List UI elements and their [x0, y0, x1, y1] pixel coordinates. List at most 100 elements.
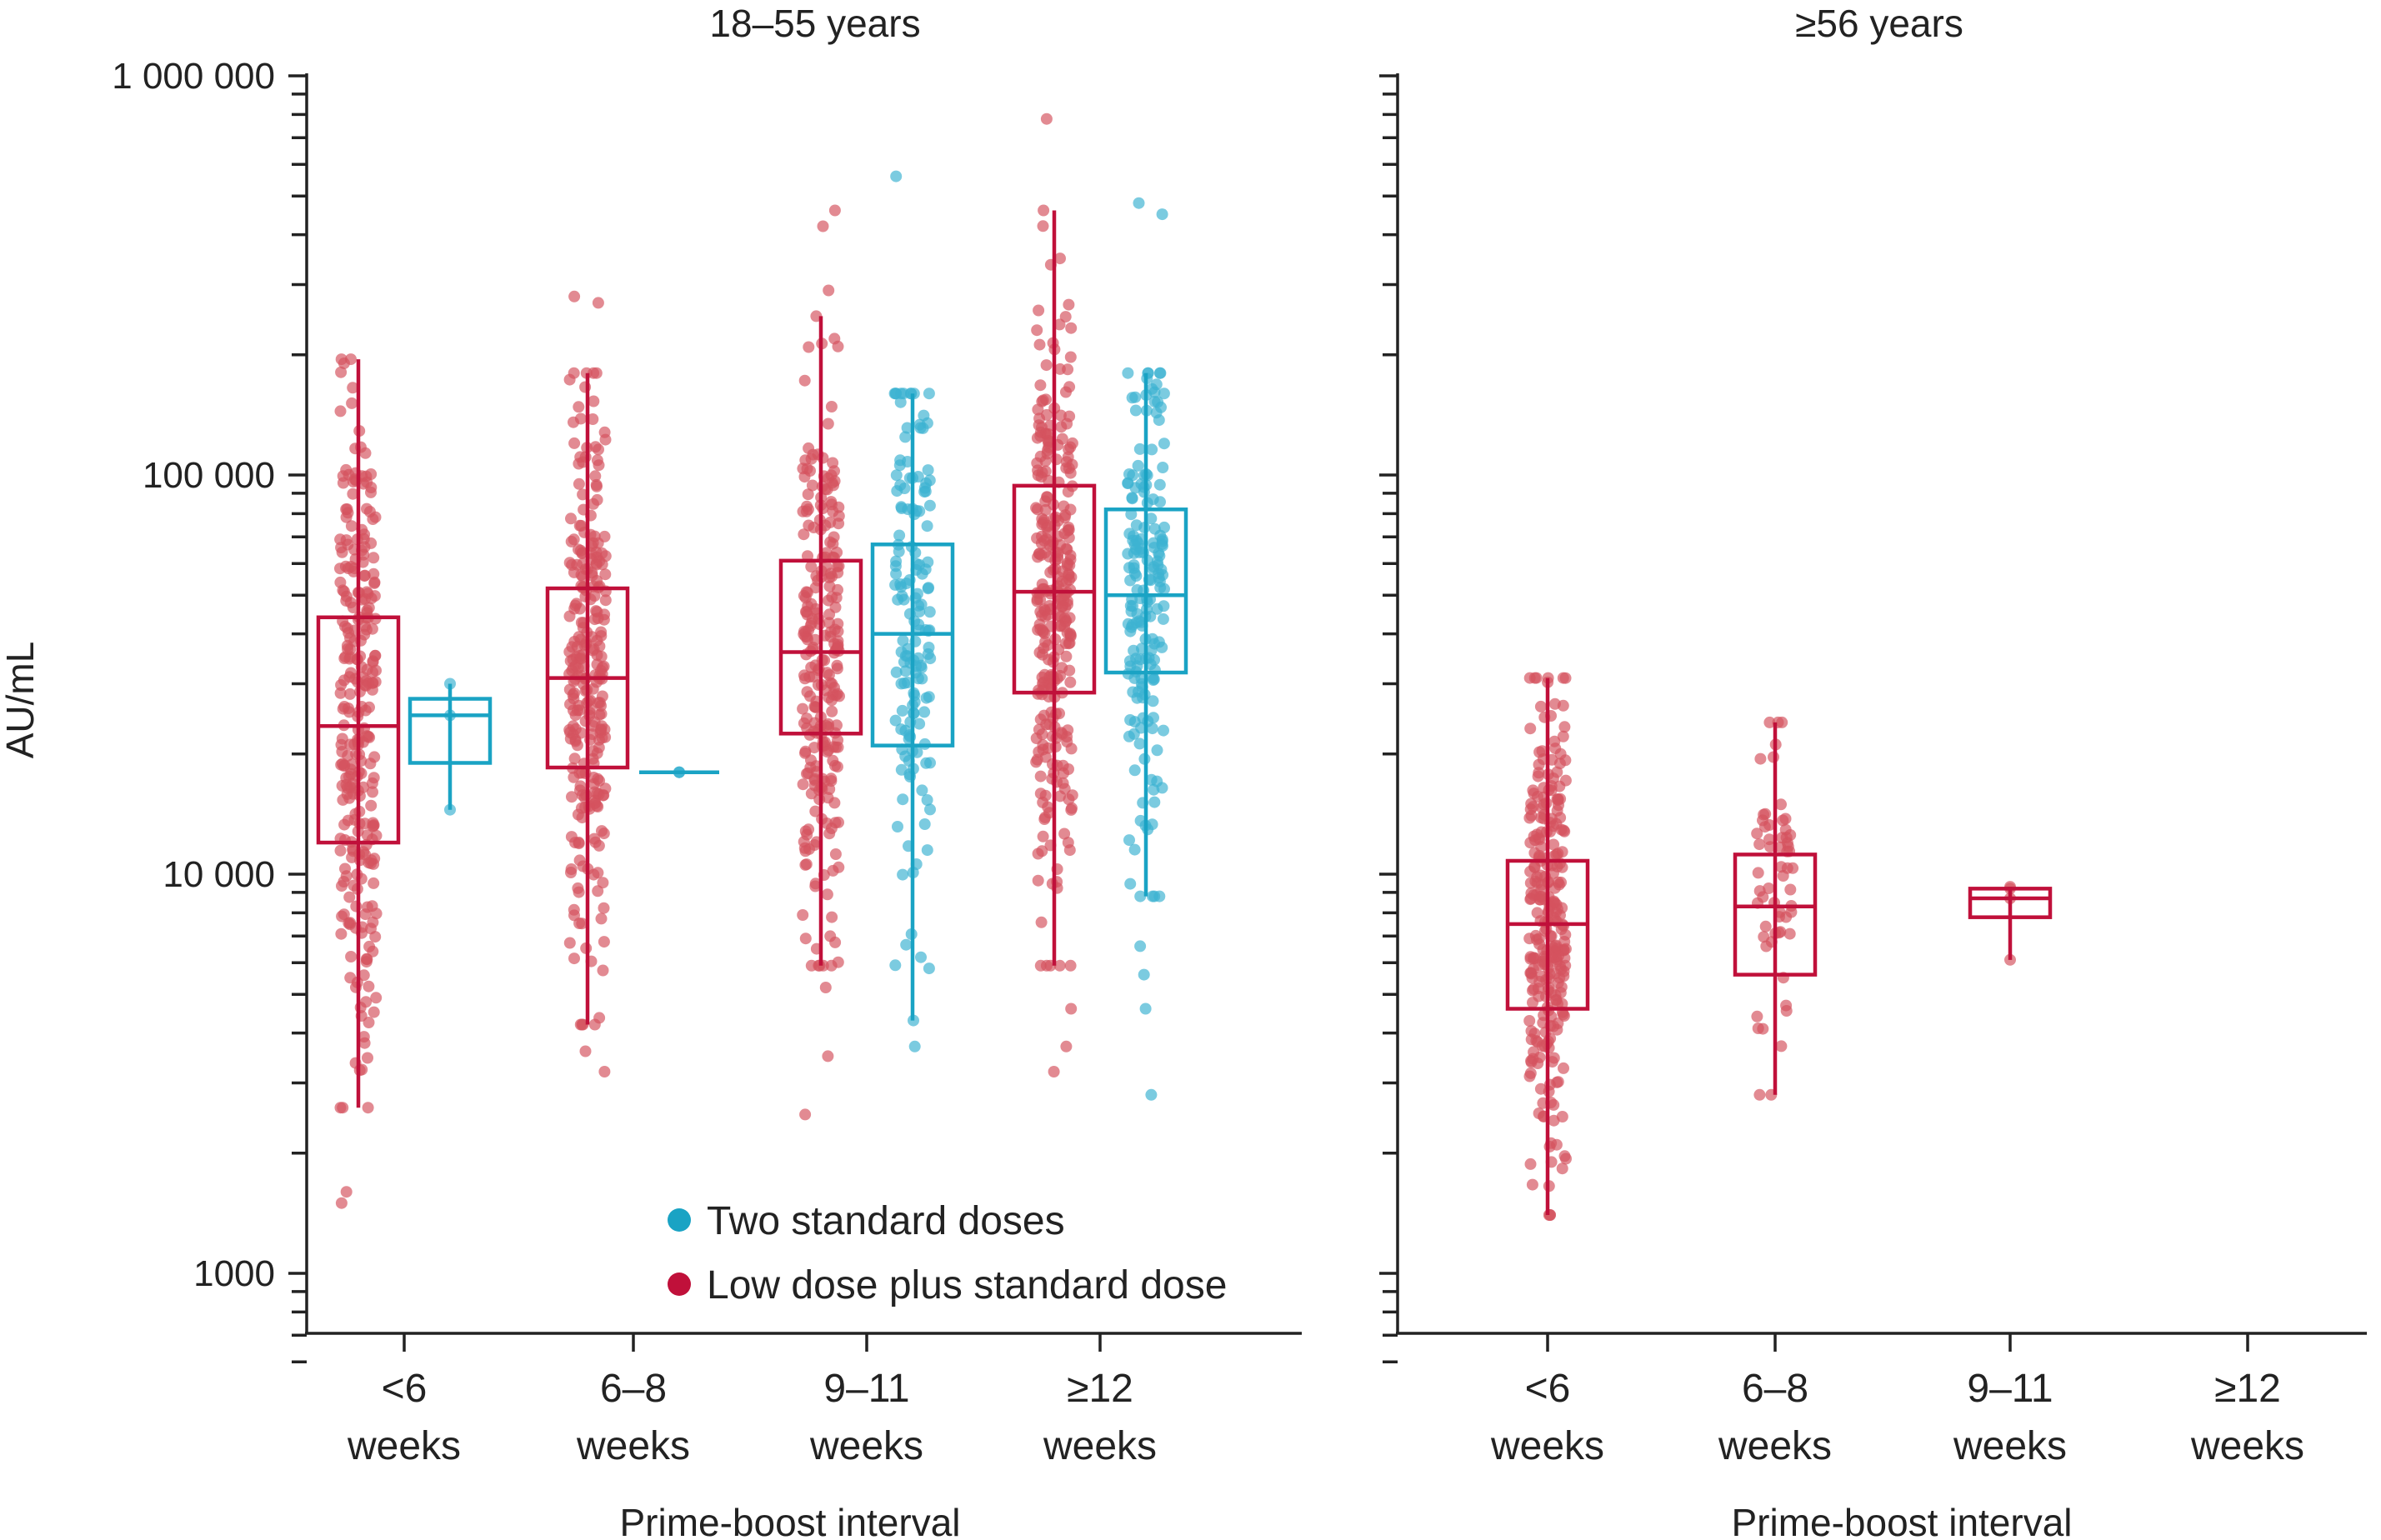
data-point — [576, 918, 588, 930]
data-point — [335, 738, 348, 751]
data-point — [1154, 496, 1166, 508]
data-point — [368, 877, 380, 889]
data-point — [1043, 437, 1055, 449]
data-point — [822, 1050, 834, 1062]
data-point — [1559, 672, 1572, 684]
data-point — [833, 510, 845, 522]
data-point — [361, 829, 373, 842]
data-point — [591, 799, 603, 812]
data-point — [1030, 756, 1043, 768]
data-point — [1033, 304, 1045, 317]
data-point — [337, 1102, 349, 1114]
box-group — [639, 766, 719, 778]
data-point — [1033, 338, 1046, 351]
box-iqr — [1733, 852, 1818, 977]
data-point — [799, 1108, 812, 1121]
data-point — [908, 1014, 919, 1027]
data-point — [1038, 547, 1051, 559]
data-point — [799, 932, 812, 945]
data-point — [1034, 379, 1047, 392]
data-point — [806, 479, 818, 492]
data-point — [832, 635, 844, 648]
data-point — [918, 706, 931, 718]
data-point — [1041, 448, 1053, 460]
data-point — [809, 805, 822, 818]
data-point — [1553, 799, 1564, 812]
data-point — [1158, 521, 1170, 533]
data-point — [808, 742, 821, 754]
data-point — [1558, 1062, 1569, 1074]
data-point — [344, 597, 357, 609]
data-point — [892, 593, 904, 606]
data-point — [797, 462, 809, 475]
data-point — [1558, 1010, 1570, 1022]
data-point — [900, 938, 913, 951]
data-point — [1757, 814, 1768, 827]
data-point — [572, 882, 584, 894]
data-point — [912, 471, 924, 482]
data-point — [801, 768, 813, 780]
data-point — [1128, 716, 1141, 728]
data-point — [598, 936, 610, 948]
data-point — [566, 791, 578, 803]
data-point — [923, 582, 935, 594]
data-point — [1131, 584, 1143, 596]
data-point — [1138, 968, 1150, 981]
data-point — [1148, 673, 1160, 686]
data-point — [358, 628, 371, 641]
data-point — [897, 868, 909, 881]
data-point — [358, 570, 371, 582]
data-point — [1145, 1088, 1158, 1101]
data-point — [365, 486, 377, 498]
data-point — [1062, 363, 1074, 376]
box-group — [316, 353, 401, 1209]
data-point — [590, 367, 603, 379]
data-point — [825, 822, 838, 834]
data-point — [334, 687, 347, 699]
data-point — [1147, 695, 1159, 708]
data-point — [1033, 419, 1045, 432]
data-point — [1061, 731, 1073, 743]
x-tick-label-unit: weeks — [1718, 1424, 1832, 1468]
data-point — [1156, 208, 1168, 221]
x-tick-label-unit: weeks — [347, 1424, 461, 1468]
data-point — [335, 366, 348, 378]
data-point — [817, 452, 829, 464]
data-point — [1548, 1114, 1560, 1127]
data-point — [1036, 530, 1048, 542]
data-point — [822, 418, 834, 430]
data-point — [1156, 540, 1168, 552]
data-point — [365, 592, 378, 605]
data-point — [592, 867, 604, 879]
data-point — [568, 952, 580, 965]
data-point — [1122, 478, 1134, 489]
data-point — [897, 793, 909, 806]
data-point — [801, 608, 813, 621]
data-point — [599, 568, 612, 581]
data-point — [1754, 752, 1767, 765]
data-point — [1060, 650, 1073, 662]
data-point — [595, 708, 608, 720]
data-point — [899, 724, 912, 737]
data-point — [573, 478, 585, 490]
data-point — [337, 470, 349, 482]
data-point — [1128, 672, 1141, 684]
data-point — [889, 714, 902, 727]
data-point — [1134, 814, 1147, 827]
data-point — [823, 594, 834, 607]
data-point — [921, 794, 933, 806]
box-group — [1968, 881, 2053, 966]
data-point — [1129, 404, 1142, 417]
data-point — [1042, 428, 1054, 440]
data-point — [1134, 890, 1147, 902]
data-point — [574, 1018, 587, 1031]
data-point — [1539, 1026, 1552, 1038]
data-point — [822, 718, 834, 730]
data-point — [1040, 112, 1053, 125]
data-point — [1758, 931, 1770, 943]
box-iqr — [1103, 508, 1188, 675]
data-point — [799, 858, 812, 871]
data-point — [1035, 916, 1048, 928]
data-point — [1150, 378, 1163, 391]
y-tick-label: 1 000 000 — [112, 56, 275, 97]
